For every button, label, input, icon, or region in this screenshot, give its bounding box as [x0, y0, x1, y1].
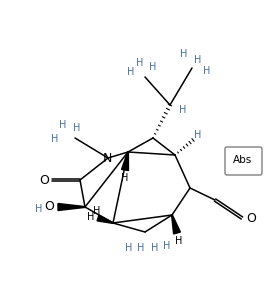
Polygon shape [172, 215, 180, 234]
Text: H: H [179, 105, 187, 115]
Text: N: N [102, 151, 112, 164]
Text: H: H [149, 62, 157, 72]
Text: H: H [137, 243, 145, 253]
Text: H: H [73, 123, 81, 133]
Text: H: H [125, 243, 133, 253]
Text: H: H [59, 120, 67, 130]
Text: H: H [194, 55, 202, 65]
Text: O: O [44, 201, 54, 214]
Polygon shape [122, 152, 128, 171]
Text: H: H [180, 49, 188, 59]
Polygon shape [58, 204, 85, 210]
Text: Abs: Abs [233, 155, 253, 165]
Text: H: H [35, 204, 43, 214]
Text: H: H [175, 236, 183, 246]
Text: H: H [203, 66, 211, 76]
Polygon shape [97, 215, 113, 224]
Text: H: H [93, 206, 101, 216]
Text: H: H [163, 241, 171, 251]
Text: H: H [194, 130, 202, 140]
Text: H: H [151, 243, 159, 253]
Text: O: O [246, 212, 256, 224]
Text: H: H [127, 67, 135, 77]
Text: H: H [51, 134, 59, 144]
Text: O: O [39, 174, 49, 187]
Text: H: H [136, 58, 144, 68]
FancyBboxPatch shape [225, 147, 262, 175]
Text: H: H [87, 212, 95, 222]
Text: H: H [121, 173, 129, 183]
